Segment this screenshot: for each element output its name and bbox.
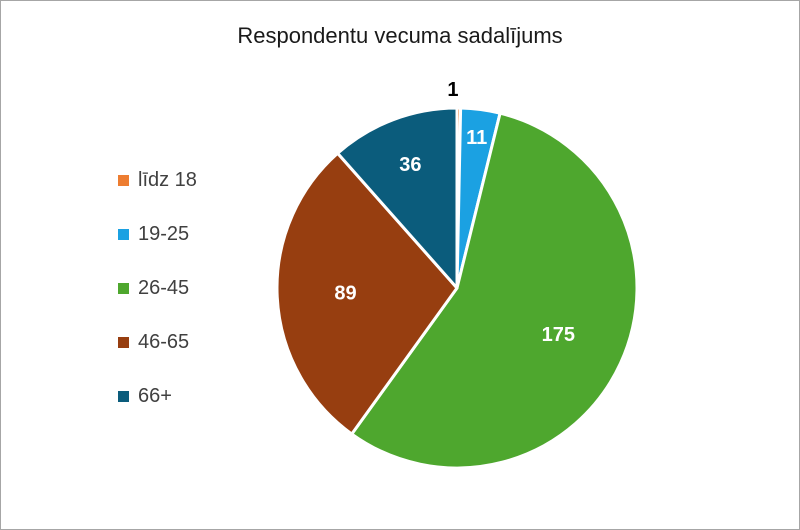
pie-slice xyxy=(275,151,459,436)
data-label: 175 xyxy=(542,324,575,346)
legend-item: 46-65 xyxy=(118,329,197,356)
legend-item: 19-25 xyxy=(118,221,197,248)
data-label: 89 xyxy=(334,283,356,305)
legend-swatch xyxy=(118,229,129,240)
legend-swatch xyxy=(118,337,129,348)
legend-swatch xyxy=(118,283,129,294)
data-label: 1 xyxy=(447,79,458,101)
legend-label: 26-45 xyxy=(138,277,190,299)
legend-label: 19-25 xyxy=(138,223,190,245)
legend-item: 66+ xyxy=(118,383,197,410)
legend-item: līdz 18 xyxy=(118,167,197,194)
pie-slice xyxy=(350,111,639,470)
pie-slice xyxy=(336,106,459,290)
data-label: 11 xyxy=(466,127,487,149)
legend-label: 46-65 xyxy=(138,331,190,353)
legend-swatch xyxy=(118,391,129,402)
data-label: 36 xyxy=(399,154,421,176)
legend-label: 66+ xyxy=(138,385,172,407)
legend-label: līdz 18 xyxy=(138,169,197,191)
chart-title: Respondentu vecuma sadalījums xyxy=(237,23,563,48)
legend-swatch xyxy=(118,175,129,186)
legend-item: 26-45 xyxy=(118,275,197,302)
legend: līdz 18 19-25 26-45 46-65 66+ xyxy=(118,167,197,437)
